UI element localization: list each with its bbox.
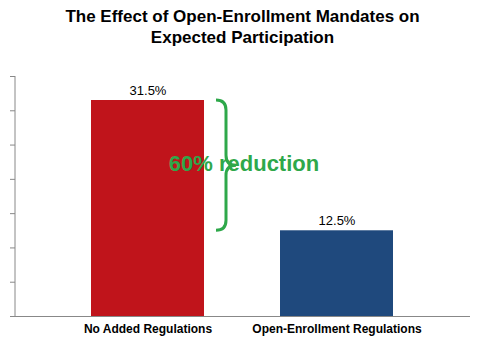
svg-text:Open-Enrollment Regulations: Open-Enrollment Regulations [252, 322, 422, 336]
html-text:The Effect of Open-Enrollment: The Effect of Open-Enrollment Mandates o… [65, 7, 420, 47]
svg-text:12.5%: 12.5% [319, 213, 356, 228]
svg-text:60% reduction: 60% reduction [169, 151, 319, 176]
svg-text:No Added Regulations: No Added Regulations [84, 322, 213, 336]
svg-text:31.5%: 31.5% [130, 83, 167, 98]
